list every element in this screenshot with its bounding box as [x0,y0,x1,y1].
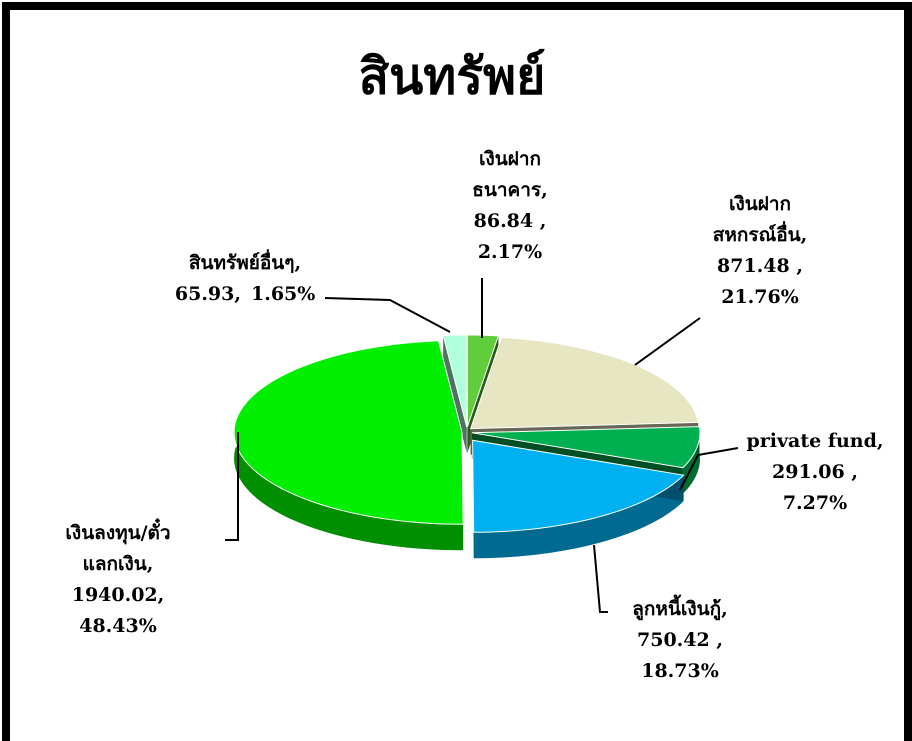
slice [469,336,699,430]
label-name: เงินฝาก [479,148,541,170]
value-label: 1940.02, [72,584,165,606]
data-label: เงินลงทุน/ตั๋วแลกเงิน, [65,518,170,575]
percent-label: 1.65% [251,283,315,305]
slice [471,426,701,469]
leader-line [593,544,608,613]
slice [233,340,464,525]
value-label: 86.84 , [474,210,547,232]
slice [472,439,685,533]
data-label: เงินฝากธนาคาร, [472,148,547,201]
leader-line [225,432,239,541]
leader-line [324,297,451,333]
percent-label: 18.73% [641,660,719,682]
label-name: ธนาคาร, [472,179,547,201]
label-name: private fund, [746,430,883,452]
chart-title: สินทรัพย์ [359,48,546,106]
label-name: เงินลงทุน/ตั๋ว [65,518,170,545]
label-name: เงินฝาก [729,193,791,215]
percent-label: 7.27% [783,492,847,514]
data-label: ลูกหนี้เงินกู้, [632,594,728,621]
slice-wall [443,335,467,454]
percent-label: 2.17% [478,241,542,263]
value-label: 65.93, [175,283,241,305]
leader-line [679,447,739,491]
data-label: สินทรัพย์อื่นๆ, [189,249,301,274]
value-label: 871.48 , [717,255,803,277]
label-name: แลกเงิน, [83,553,154,575]
label-name: สินทรัพย์อื่นๆ, [189,249,301,274]
data-label: private fund, [746,430,883,452]
data-label: เงินฝากสหกรณ์อื่น, [713,193,807,246]
value-label: 291.06 , [772,461,858,483]
label-name: ลูกหนี้เงินกู้, [632,594,728,621]
slice-side [473,475,684,559]
percent-label: 21.76% [721,286,799,308]
slice [442,334,468,428]
percent-label: 48.43% [79,615,157,637]
leader-line [634,317,701,366]
label-name: สหกรณ์อื่น, [713,221,807,246]
value-label: 750.42 , [637,629,723,651]
